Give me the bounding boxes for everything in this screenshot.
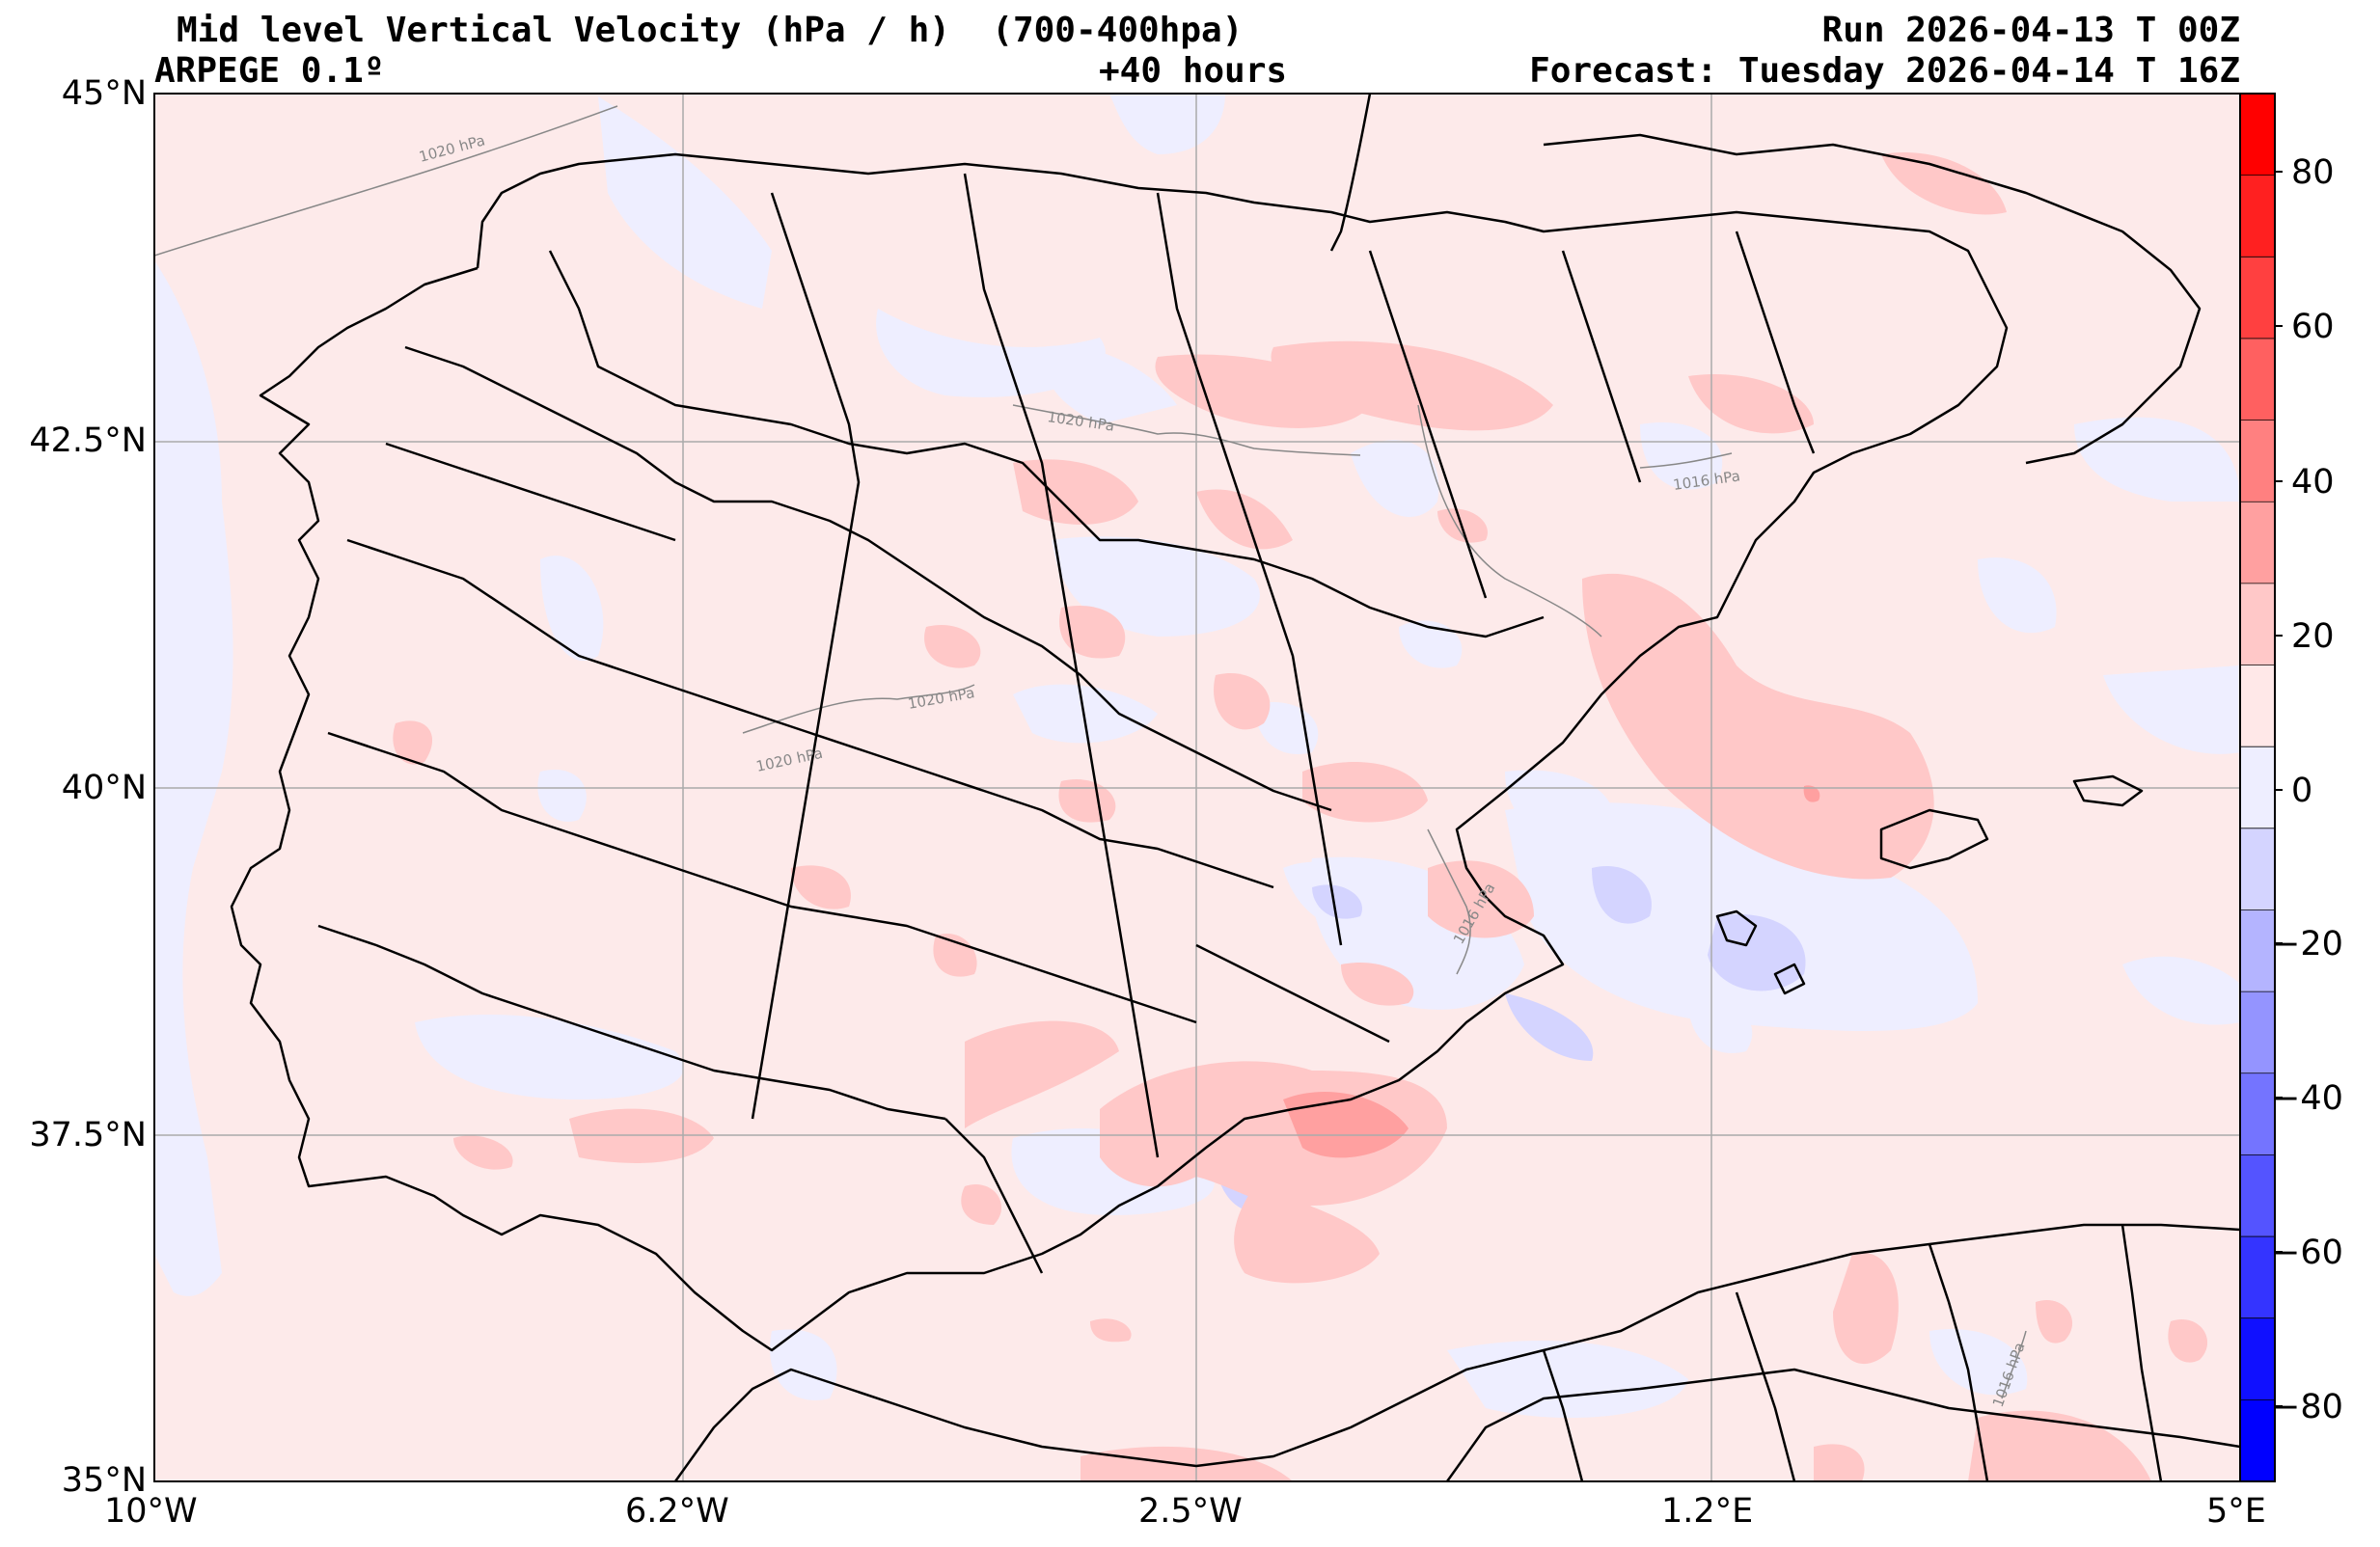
colorbar-segment <box>2240 1072 2275 1155</box>
colorbar-segment <box>2240 828 2275 910</box>
forecast-time-label: Forecast: Tuesday 2026-04-14 T 16Z <box>1529 51 2240 91</box>
positive-strong-areas <box>1283 785 1820 1158</box>
colorbar-segment <box>2240 583 2275 666</box>
model-label: ARPEGE 0.1º <box>154 51 385 91</box>
colorbar <box>2240 94 2283 1482</box>
lon-tick-label: 2.5°W <box>1138 1492 1243 1531</box>
colorbar-tick-label: 60 <box>2291 308 2335 346</box>
colorbar-tick-label: −20 <box>2272 925 2343 963</box>
colorbar-tick-label: 20 <box>2291 617 2335 656</box>
colorbar-tick-label: −80 <box>2272 1388 2343 1426</box>
graticule <box>154 94 2240 1481</box>
colorbar-segment <box>2240 991 2275 1074</box>
colorbar-segment <box>2240 94 2275 176</box>
lon-tick-label: 6.2°W <box>625 1492 729 1531</box>
lat-tick-label: 40°N <box>61 769 147 807</box>
lead-time-label: +40 hours <box>1099 51 1288 91</box>
colorbar-segment <box>2240 1399 2275 1482</box>
colorbar-tick-label: 80 <box>2291 153 2335 192</box>
run-label: Run 2026-04-13 T 00Z <box>1821 11 2240 50</box>
borders <box>230 94 2240 1481</box>
colorbar-frame <box>2239 93 2276 1482</box>
colorbar-segment <box>2240 420 2275 502</box>
colorbar-segment <box>2240 1317 2275 1400</box>
isobars <box>154 105 2027 1399</box>
colorbar-segment <box>2240 1236 2275 1319</box>
colorbar-segment <box>2240 338 2275 421</box>
lat-tick-label: 35°N <box>61 1461 147 1500</box>
lat-tick-label: 45°N <box>61 74 147 113</box>
colorbar-segment <box>2240 746 2275 829</box>
lat-tick-label: 37.5°N <box>29 1116 147 1154</box>
colorbar-segment <box>2240 909 2275 992</box>
colorbar-segment <box>2240 1154 2275 1237</box>
colorbar-segment <box>2240 665 2275 747</box>
lon-tick-label: 10°W <box>104 1492 198 1531</box>
colorbar-segment <box>2240 502 2275 584</box>
negative-mid-areas <box>1216 866 1806 1212</box>
colorbar-segment <box>2240 175 2275 258</box>
positive-mid-areas <box>393 152 2208 1481</box>
chart-title: Mid level Vertical Velocity (hPa / h) (7… <box>177 11 1244 50</box>
colorbar-tick-label: −60 <box>2272 1234 2343 1272</box>
colorbar-tick-label: 40 <box>2291 463 2335 502</box>
colorbar-tick-label: 0 <box>2291 772 2313 810</box>
lat-tick-label: 42.5°N <box>29 421 147 460</box>
lon-tick-label: 1.2°E <box>1661 1492 1754 1531</box>
colorbar-segment <box>2240 257 2275 339</box>
lon-tick-label: 5°E <box>2206 1492 2266 1531</box>
colorbar-tick-label: −40 <box>2272 1079 2343 1118</box>
